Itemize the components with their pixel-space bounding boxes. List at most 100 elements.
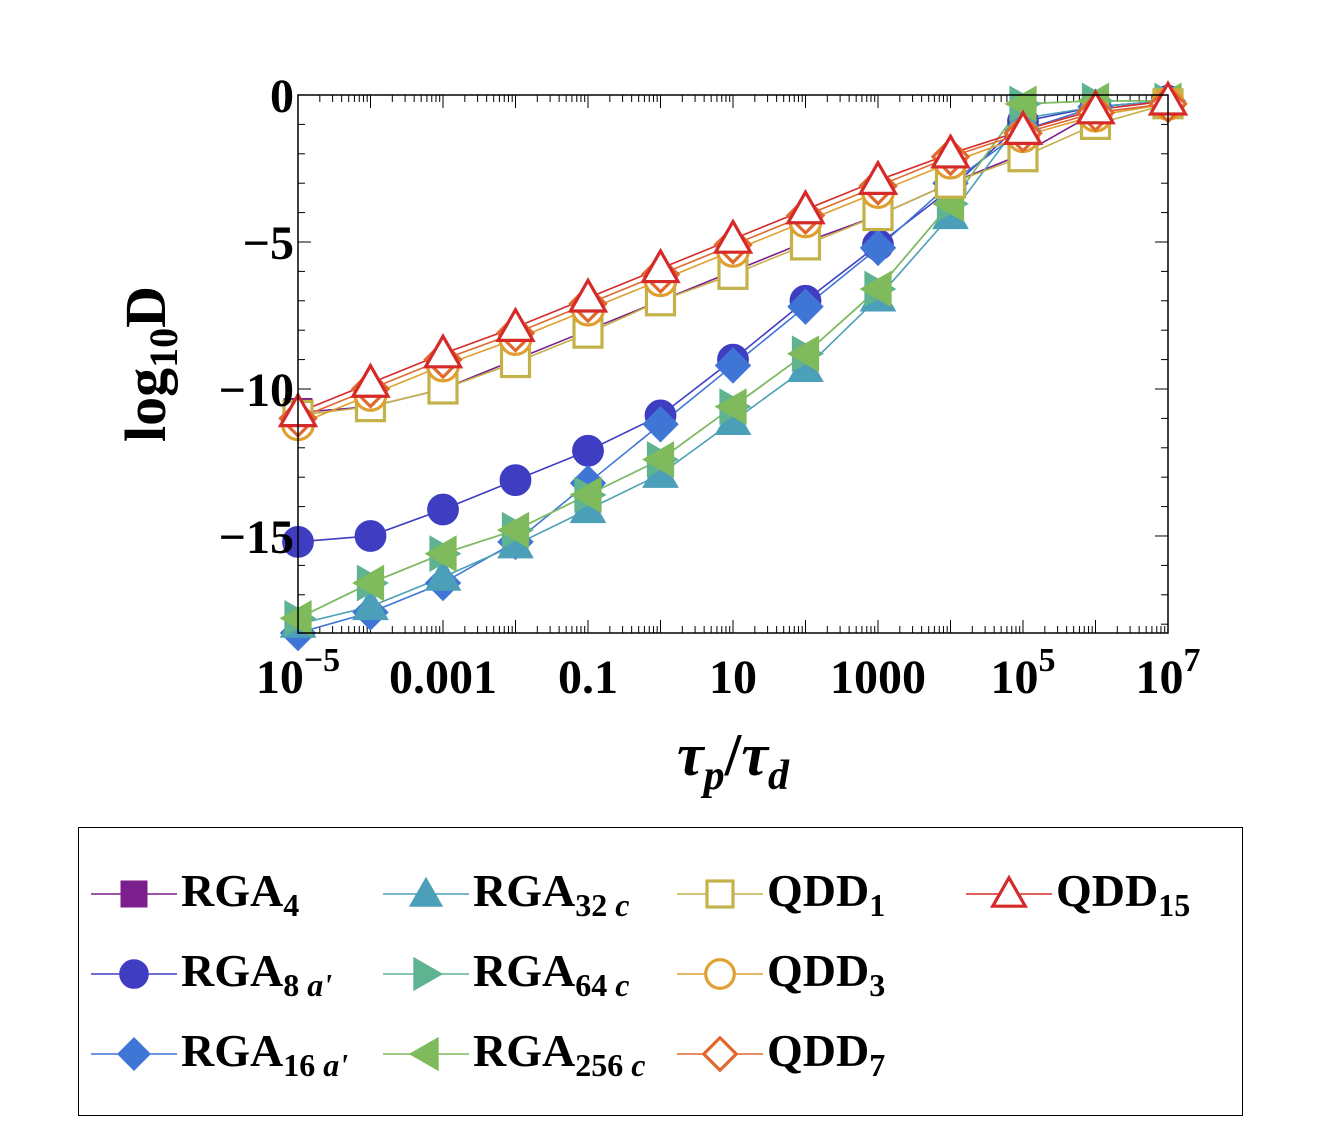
x-tick-label-base: 10 [991, 651, 1039, 704]
legend-entry-qdd-7: QDD7 [675, 1024, 885, 1084]
x-tick-label-base: 0.001 [389, 651, 497, 704]
legend-marker [119, 959, 149, 989]
legend-label-subscript: 256 c [575, 1047, 646, 1083]
legend-entry-rga-256-c: RGA256 c [381, 1024, 645, 1084]
data-point-rga-256-c [424, 535, 457, 572]
data-point-rga-8-a- [572, 434, 604, 467]
legend-label: RGA64 c [473, 944, 629, 1004]
data-point-rga-256-c [351, 564, 385, 602]
legend-label-subscript: 15 [1158, 887, 1191, 923]
data-point-rga-32-c [424, 558, 462, 591]
y-tick-label: −10 [219, 364, 294, 417]
legend-entry-qdd-3: QDD3 [675, 944, 885, 1004]
legend-label: RGA32 c [473, 864, 629, 924]
legend-swatch-qdd-15 [966, 874, 1052, 908]
legend-label: RGA8 a' [181, 944, 332, 1004]
data-point-rga-16-a- [787, 288, 824, 325]
legend-label-subscript: 64 c [575, 967, 630, 1003]
data-point-qdd-15 [422, 332, 464, 369]
legend-swatch-rga-16-a- [91, 1037, 177, 1071]
legend-marker [413, 956, 444, 992]
legend-label: QDD3 [767, 944, 885, 1004]
y-tick-labels: 0 −5 −10 −15 [219, 70, 294, 564]
legend-label-subscript: 8 a' [283, 967, 333, 1003]
data-point-rga-256-c [279, 599, 312, 637]
legend-marker [120, 880, 148, 908]
legend-entry-rga-8-a-: RGA8 a' [89, 944, 332, 1004]
x-tick-label: 10 [709, 651, 757, 704]
legend-label: QDD15 [1056, 864, 1190, 924]
legend-label: QDD7 [767, 1024, 885, 1084]
legend-marker [705, 879, 735, 909]
legend-swatch-rga-256-c [383, 1036, 469, 1072]
legend-label-name: QDD [1056, 865, 1159, 916]
legend-entry-rga-32-c: RGA32 c [381, 864, 629, 924]
legend-label-subscript: 16 a' [283, 1047, 349, 1083]
legend-swatch-qdd-7 [677, 1035, 763, 1073]
legend-label-name: RGA [473, 945, 576, 996]
legend-swatch-qdd-3 [677, 958, 763, 990]
legend-label-name: RGA [473, 865, 576, 916]
legend-swatch-rga-4 [91, 880, 177, 908]
legend-label-name: RGA [181, 945, 284, 996]
y-tick-label: −5 [243, 217, 294, 270]
x-tick-label: 1000 [830, 651, 926, 704]
data-point-rga-256-c [859, 270, 892, 308]
legend-label-subscript: 7 [869, 1047, 886, 1083]
y-tick-label: −15 [219, 511, 294, 564]
legend-entry-qdd-1: QDD1 [675, 864, 885, 924]
series-markers-rga-16-a- [279, 82, 1187, 652]
legend-label: QDD1 [767, 864, 885, 924]
data-point-rga-256-c [569, 476, 602, 514]
x-tick-label-exponent: 5 [1039, 642, 1056, 679]
data-point-qdd-15 [930, 133, 971, 169]
data-point-rga-16-a- [714, 347, 752, 384]
legend-label-name: QDD [767, 1025, 870, 1076]
legend-label-name: RGA [181, 865, 284, 916]
legend-entry-rga-64-c: RGA64 c [381, 944, 629, 1004]
legend-label-subscript: 32 c [575, 887, 630, 923]
data-point-qdd-15 [567, 277, 609, 313]
y-tick-label: 0 [270, 70, 294, 123]
x-tick-label-base: 0.1 [558, 651, 618, 704]
data-point-qdd-15 [495, 306, 536, 342]
data-point-qdd-15 [1075, 88, 1116, 125]
legend-marker [117, 1037, 151, 1071]
y-axis-title-post: D [113, 286, 178, 328]
x-axis-title-main: τ [677, 722, 706, 788]
x-axis-title-sub2: d [768, 753, 790, 799]
legend-entry-rga-16-a-: RGA16 a' [89, 1024, 348, 1084]
data-point-rga-16-a- [642, 406, 679, 443]
x-tick-label: 10−5 [256, 642, 340, 704]
legend-label-name: QDD [767, 865, 870, 916]
legend-marker [408, 876, 444, 907]
legend-swatch-qdd-1 [677, 879, 763, 909]
legend-label-name: RGA [473, 1025, 576, 1076]
chart: 10−5 0.001 0.1 10 1000 105 107 0−5−10−15 τp/τd… [113, 70, 1201, 799]
legend-marker [704, 958, 736, 990]
legend-marker [701, 1035, 739, 1073]
x-axis-title-main2: τ [741, 722, 770, 788]
plot-markers [277, 80, 1189, 652]
data-point-rga-256-c [714, 388, 747, 425]
legend-label-subscript: 1 [869, 887, 886, 923]
legend-swatch-rga-32-c [383, 876, 469, 907]
data-point-rga-256-c [641, 441, 675, 478]
data-point-rga-16-a- [859, 229, 897, 267]
data-point-rga-8-a- [499, 464, 532, 497]
x-axis-title-sep: / [724, 722, 743, 788]
legend-entry-qdd-15: QDD15 [964, 864, 1190, 924]
data-point-qdd-15 [712, 218, 754, 254]
legend-label-name: QDD [767, 945, 870, 996]
legend-label: RGA16 a' [181, 1024, 348, 1084]
x-tick-label: 0.1 [558, 651, 618, 704]
legend-entry-rga-4: RGA4 [89, 864, 299, 924]
y-axis-title-sub: 10 [141, 328, 186, 368]
legend-swatch-rga-8-a- [91, 959, 177, 989]
legend-label: RGA256 c [473, 1024, 645, 1084]
data-point-rga-256-c [496, 511, 530, 549]
legend: RGA4 RGA8 a' RGA16 a' RGA32 c RGA64 c RGA256 … [78, 827, 1243, 1116]
x-tick-label-base: 10 [1136, 651, 1184, 704]
legend-label: RGA4 [181, 864, 299, 924]
x-tick-label-base: 10 [256, 651, 304, 704]
